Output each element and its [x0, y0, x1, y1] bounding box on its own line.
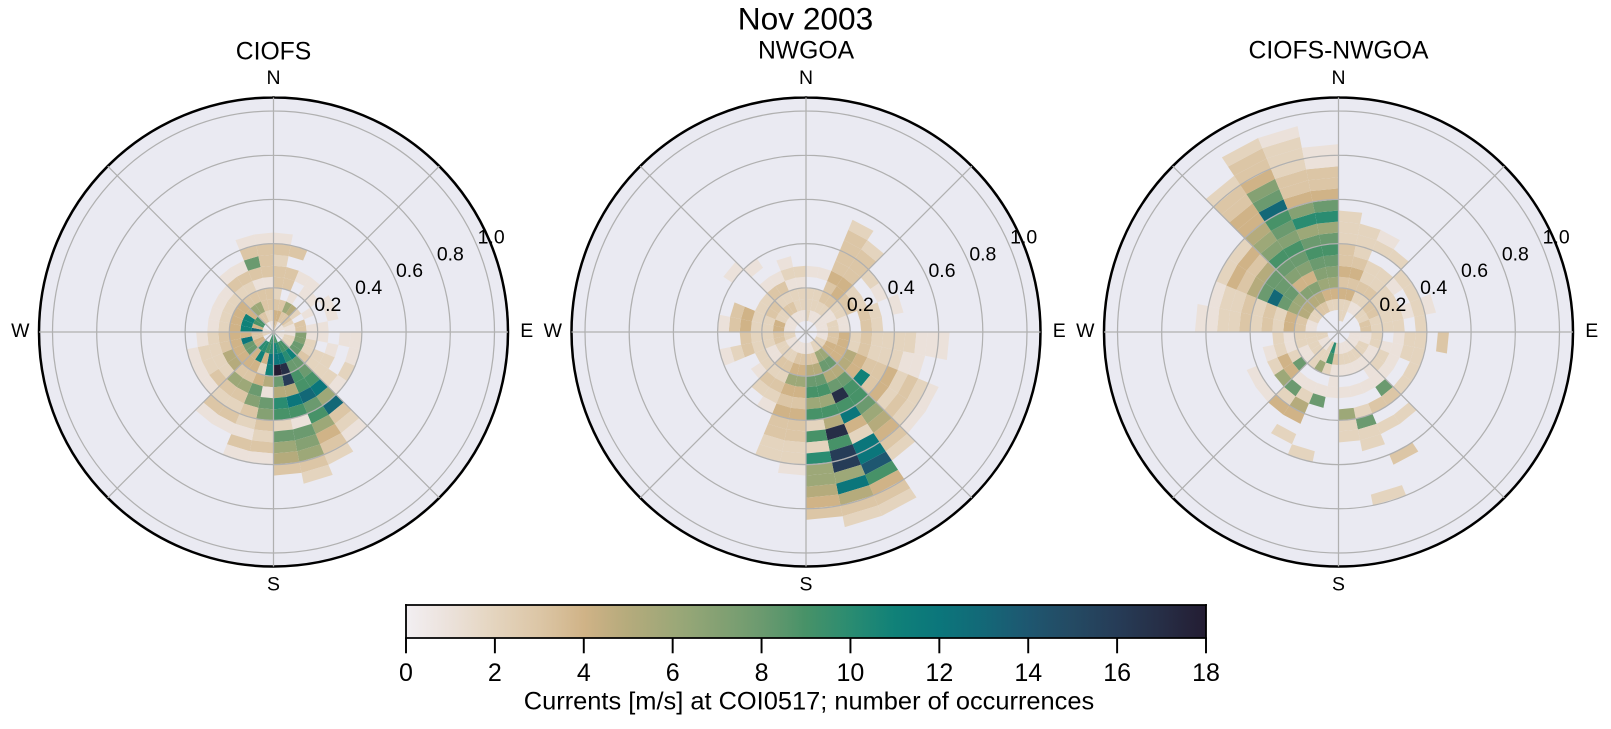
- svg-text:Currents [m/s] at COI0517; num: Currents [m/s] at COI0517; number of occ…: [524, 688, 1094, 716]
- svg-text:0.2: 0.2: [314, 294, 341, 316]
- svg-text:0.4: 0.4: [1420, 277, 1447, 299]
- svg-text:Nov 2003: Nov 2003: [738, 0, 874, 36]
- svg-text:14: 14: [1014, 659, 1042, 687]
- svg-text:0.6: 0.6: [396, 260, 423, 282]
- svg-text:0.4: 0.4: [355, 277, 382, 299]
- svg-text:6: 6: [666, 659, 680, 687]
- svg-text:0.8: 0.8: [437, 243, 464, 265]
- svg-text:N: N: [266, 67, 280, 89]
- svg-text:8: 8: [755, 659, 769, 687]
- svg-text:W: W: [11, 320, 30, 342]
- svg-text:2: 2: [488, 659, 502, 687]
- svg-text:0: 0: [399, 659, 413, 687]
- svg-text:1.0: 1.0: [478, 226, 505, 248]
- svg-text:0.4: 0.4: [888, 277, 915, 299]
- svg-text:N: N: [799, 67, 813, 89]
- svg-text:18: 18: [1192, 659, 1220, 687]
- svg-text:0.8: 0.8: [1502, 243, 1529, 265]
- svg-text:16: 16: [1103, 659, 1131, 687]
- svg-text:1.0: 1.0: [1543, 226, 1570, 248]
- svg-text:S: S: [267, 573, 280, 595]
- svg-text:NWGOA: NWGOA: [758, 37, 855, 64]
- svg-text:N: N: [1331, 67, 1345, 89]
- svg-text:0.8: 0.8: [969, 243, 996, 265]
- svg-text:CIOFS: CIOFS: [236, 38, 312, 65]
- svg-text:0.2: 0.2: [1379, 294, 1406, 316]
- svg-text:E: E: [1053, 320, 1066, 342]
- svg-text:4: 4: [577, 659, 591, 687]
- svg-text:CIOFS-NWGOA: CIOFS-NWGOA: [1249, 37, 1429, 64]
- svg-text:10: 10: [837, 659, 865, 687]
- svg-text:E: E: [1585, 320, 1598, 342]
- svg-text:S: S: [1332, 573, 1345, 595]
- svg-text:W: W: [1076, 320, 1095, 342]
- svg-text:12: 12: [925, 659, 953, 687]
- svg-text:0.6: 0.6: [929, 260, 956, 282]
- svg-text:0.6: 0.6: [1461, 260, 1488, 282]
- svg-text:1.0: 1.0: [1010, 226, 1037, 248]
- svg-text:E: E: [520, 320, 533, 342]
- svg-text:S: S: [800, 573, 813, 595]
- svg-text:W: W: [544, 320, 563, 342]
- svg-text:0.2: 0.2: [847, 294, 874, 316]
